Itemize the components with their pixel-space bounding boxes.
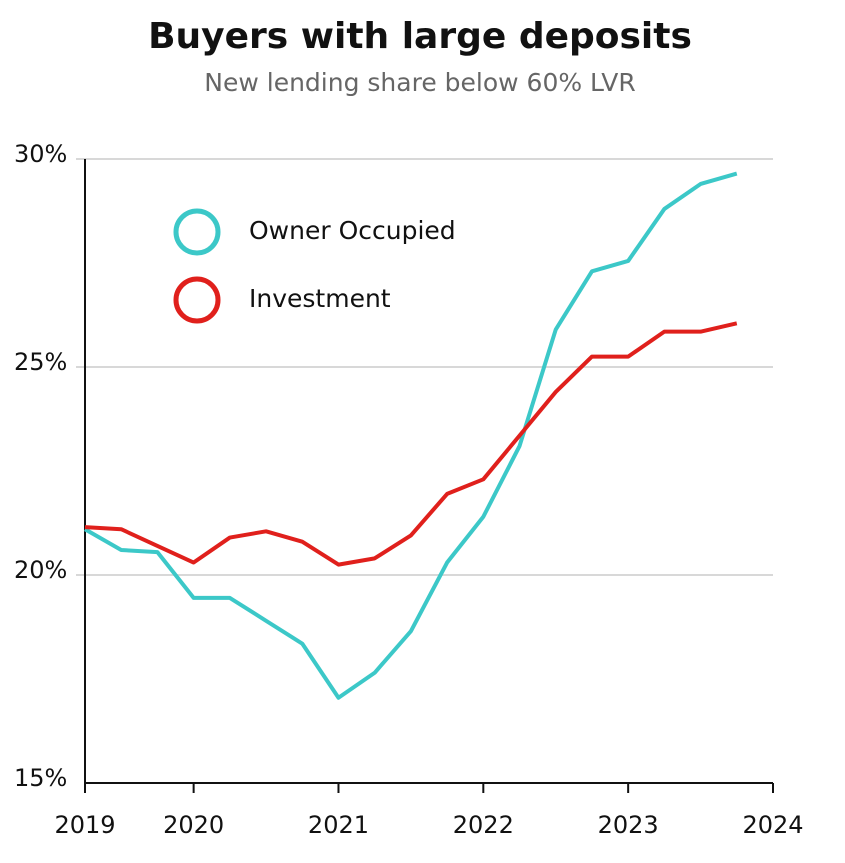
y-tick-label: 15% [14, 764, 67, 792]
line-series [84, 171, 738, 700]
x-tick-label: 2023 [598, 811, 659, 839]
chart-subtitle: New lending share below 60% LVR [204, 68, 635, 97]
y-tick-label: 25% [14, 348, 67, 376]
legend-marker [173, 208, 221, 256]
legend-marker [173, 276, 221, 324]
x-tick-label: 2021 [308, 811, 369, 839]
x-tick-label: 2022 [453, 811, 514, 839]
y-tick-label: 20% [14, 556, 67, 584]
legend-label: Owner Occupied [249, 216, 456, 245]
chart-title: Buyers with large deposits [148, 16, 692, 57]
x-tick-label: 2020 [163, 811, 224, 839]
y-tick-label: 30% [14, 140, 67, 168]
x-tick-label: 2024 [742, 811, 803, 839]
line-series [84, 321, 738, 567]
legend-label: Investment [249, 284, 391, 313]
x-tick-label: 2019 [54, 811, 115, 839]
